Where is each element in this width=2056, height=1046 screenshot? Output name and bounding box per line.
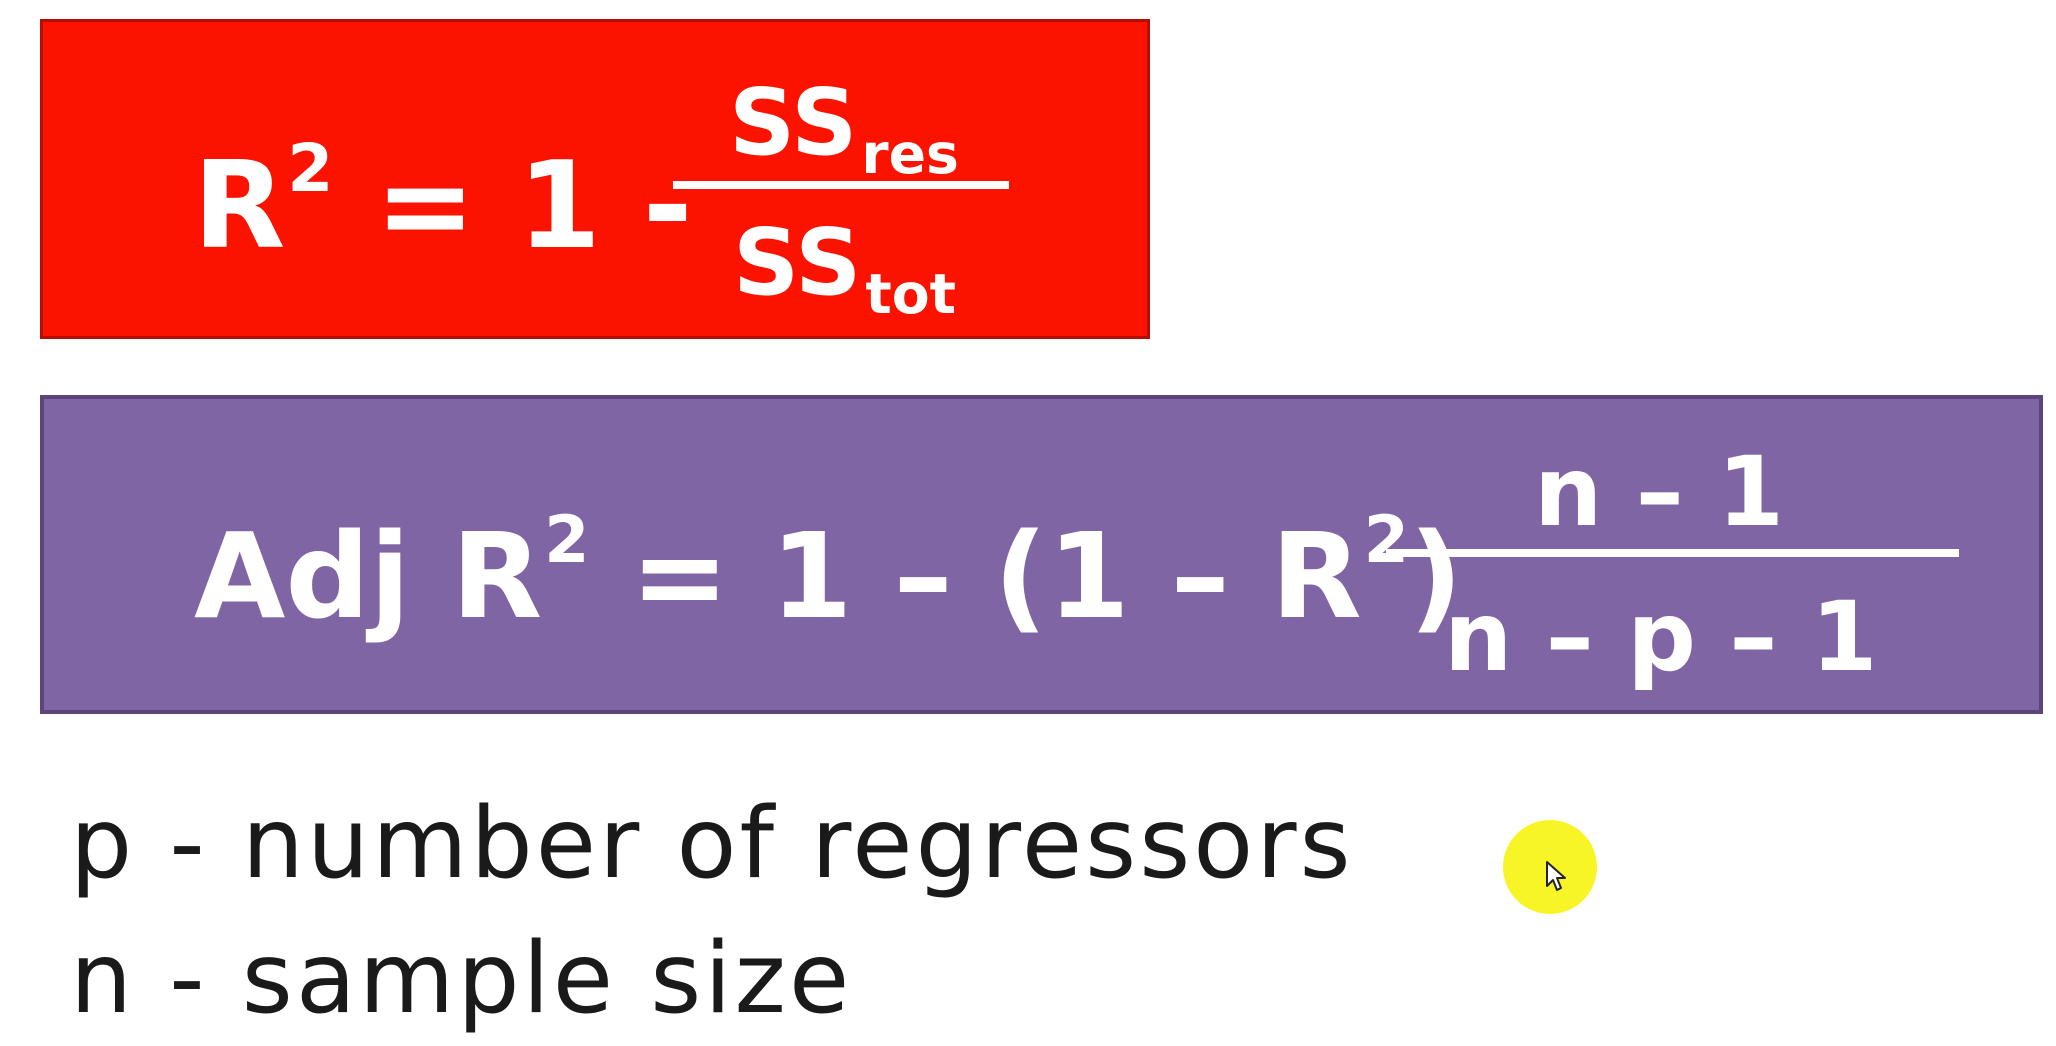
pointer-arrow-icon: [1546, 861, 1566, 891]
adjusted-numerator: n – 1: [1534, 436, 1784, 548]
ss-label: SS: [729, 69, 858, 176]
adjusted-denominator: n – p – 1: [1444, 581, 1878, 693]
adj-r-exponent: 2: [544, 503, 590, 578]
ss-tot-denominator: SStot: [733, 217, 956, 324]
r-exponent: 2: [287, 130, 334, 207]
close-paren: ): [1408, 507, 1463, 646]
res-subscript: res: [861, 123, 959, 188]
adjusted-r-squared-lhs: Adj R2 = 1 – (1 – R2): [194, 508, 1463, 635]
inner-r-exponent: 2: [1363, 503, 1409, 578]
tot-subscript: tot: [865, 263, 957, 328]
r-squared-lhs: R2 = 1 -: [193, 136, 693, 267]
adj-r-label: Adj R: [194, 507, 543, 646]
equals-one-minus-paren: = 1 – (1 – R: [589, 507, 1362, 646]
adjusted-r-squared-formula-box: Adj R2 = 1 – (1 – R2) n – 1 n – p – 1: [40, 395, 2043, 714]
r-squared-formula-box: R2 = 1 - SSres SStot: [40, 19, 1150, 339]
definition-n: n - sample size: [70, 922, 853, 1036]
equals-one-minus: = 1 -: [333, 137, 693, 277]
ss-res-numerator: SSres: [729, 77, 959, 184]
ss-label: SS: [733, 209, 862, 316]
definition-p: p - number of regressors: [70, 787, 1354, 901]
r-symbol: R: [193, 137, 286, 277]
adjusted-fraction-bar: [1386, 549, 1959, 557]
r-squared-fraction-bar: [673, 181, 1009, 189]
